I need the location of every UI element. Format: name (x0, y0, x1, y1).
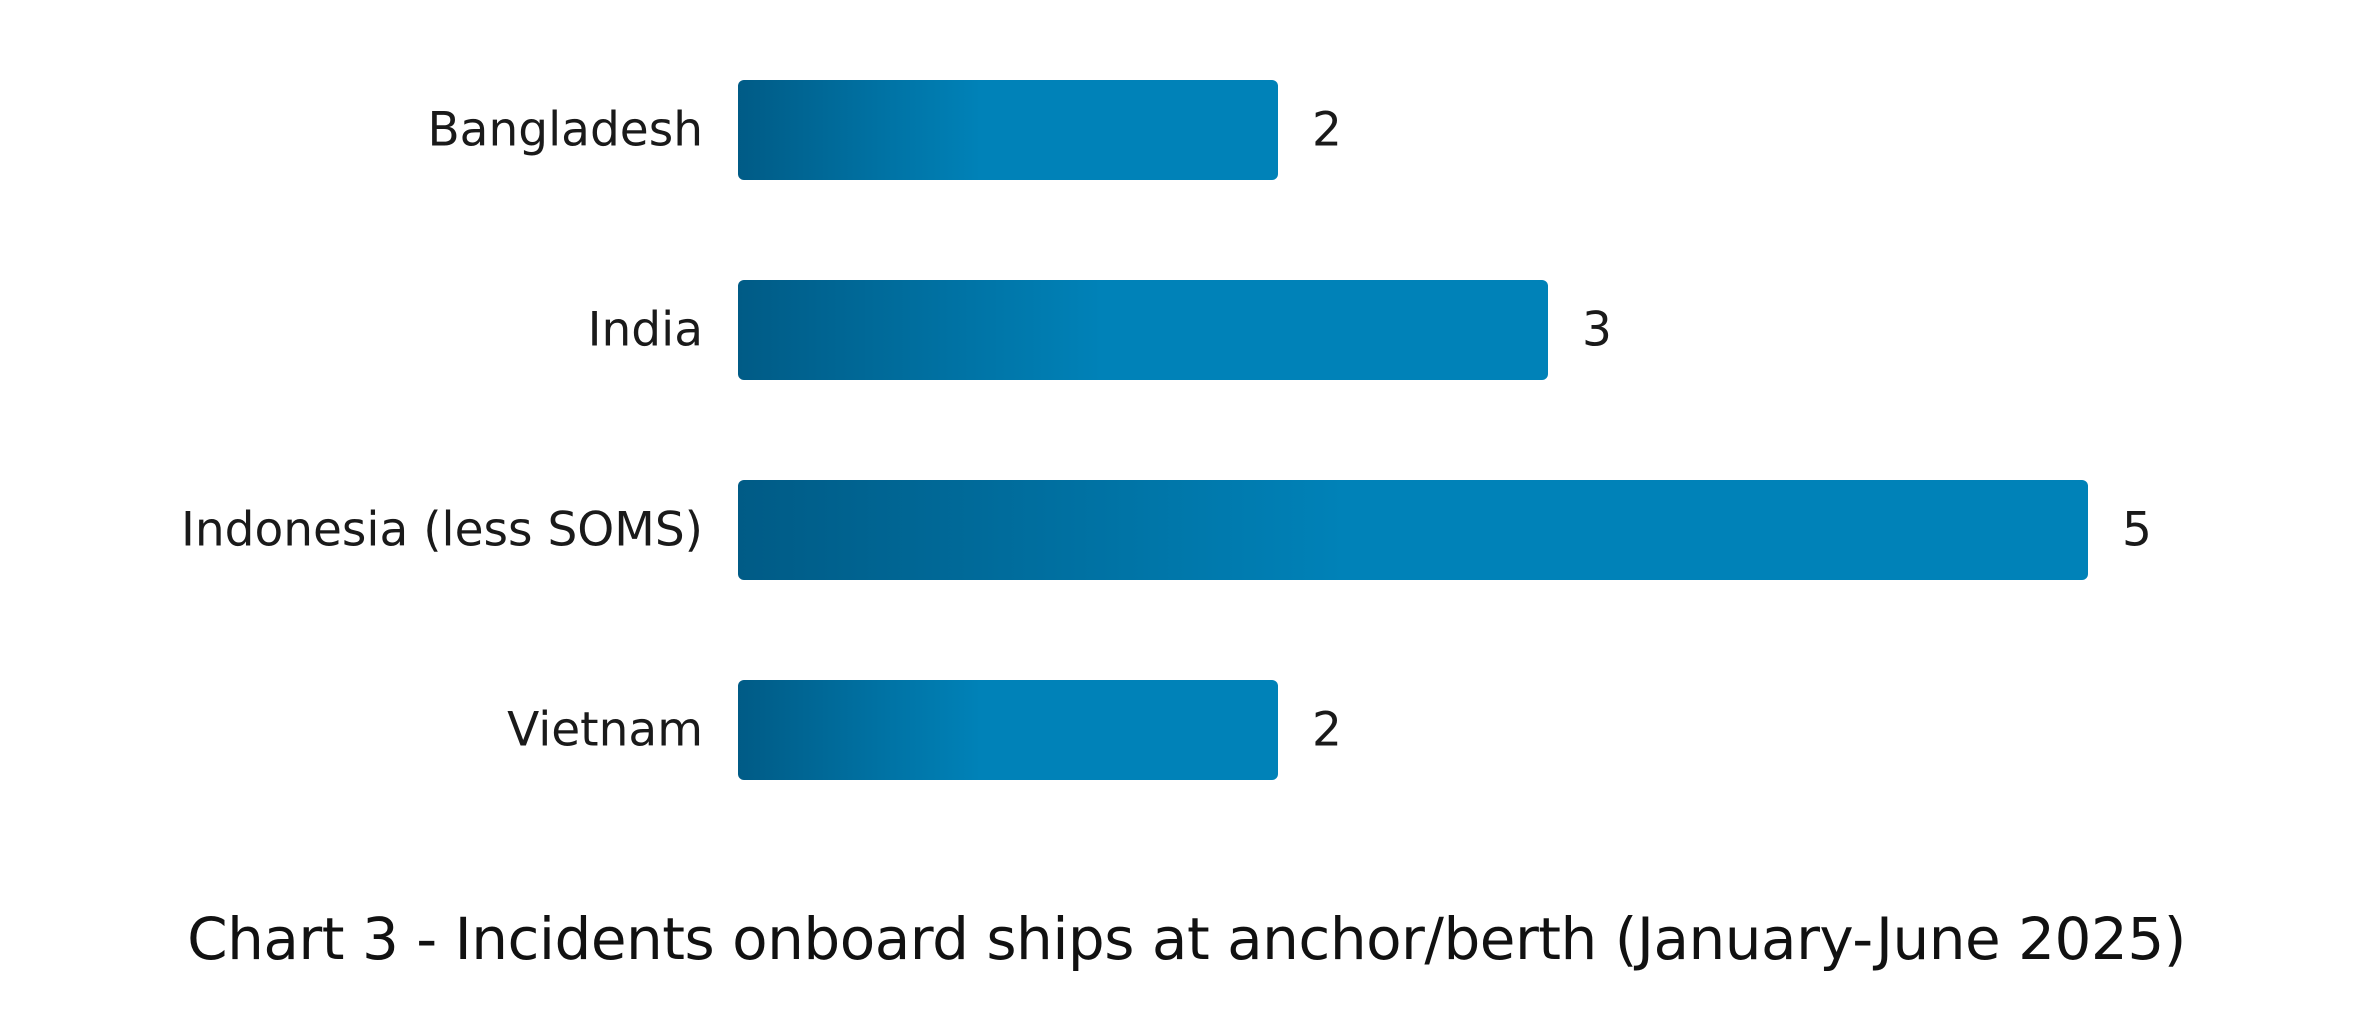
bars-group (738, 80, 2088, 780)
bar-indonesia-less-soms (738, 480, 2088, 580)
bar-value-label: 5 (2122, 503, 2152, 558)
bar-vietnam (738, 680, 1278, 780)
category-label: Vietnam (507, 703, 703, 758)
chart-title: Chart 3 - Incidents onboard ships at anc… (187, 905, 2186, 973)
category-label: Bangladesh (427, 103, 703, 158)
bar-value-label: 2 (1312, 103, 1342, 158)
category-label: India (588, 303, 703, 358)
bar-value-label: 2 (1312, 703, 1342, 758)
bar-india (738, 280, 1548, 380)
category-label: Indonesia (less SOMS) (181, 503, 703, 558)
bar-bangladesh (738, 80, 1278, 180)
labels-group: Bangladesh 2 India 3 Indonesia (less SOMS) 5 V… (181, 103, 2152, 758)
bar-value-label: 3 (1582, 303, 1612, 358)
